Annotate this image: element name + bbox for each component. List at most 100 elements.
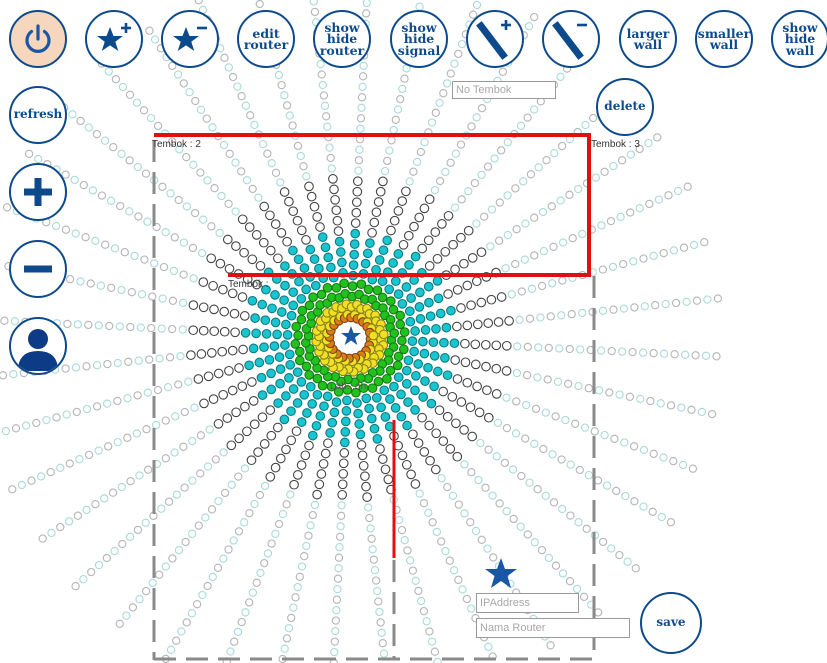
signal-dot [84, 320, 93, 330]
show-hide-wall-button[interactable]: show hide wall [771, 10, 827, 68]
wall-name-input[interactable] [452, 81, 556, 99]
signal-dot [240, 464, 250, 473]
signal-dot [358, 72, 368, 81]
delete-button[interactable]: delete [596, 78, 654, 136]
signal-dot [208, 123, 217, 132]
signal-dot [389, 125, 398, 135]
save-button[interactable]: save [640, 592, 702, 654]
signal-dot [350, 218, 361, 228]
larger-wall-button[interactable]: larger wall [619, 10, 677, 68]
signal-dot [418, 336, 428, 347]
signal-dot [615, 390, 624, 399]
signal-dot [419, 607, 429, 616]
signal-dot [190, 208, 200, 218]
signal-dot [210, 184, 219, 193]
signal-dot [130, 251, 139, 261]
signal-dot [360, 258, 371, 269]
signal-dot [239, 311, 250, 321]
signal-dot [237, 617, 246, 627]
signal-dot [266, 430, 277, 441]
power-button[interactable] [9, 10, 67, 68]
signal-dot [249, 419, 260, 430]
signal-dot [331, 205, 342, 216]
signal-dot [0, 316, 9, 325]
user-icon [18, 329, 58, 371]
signal-dot [190, 403, 199, 412]
user-button[interactable] [9, 317, 67, 375]
signal-dot [432, 527, 442, 537]
signal-dot [312, 212, 323, 222]
signal-dot [46, 467, 55, 477]
signal-dot [607, 544, 616, 553]
signal-dot [404, 306, 415, 317]
wall-red-top[interactable] [154, 133, 591, 277]
smaller-wall-button[interactable]: smaller wall [695, 10, 753, 68]
signal-dot [113, 358, 122, 368]
signal-dot [430, 647, 440, 656]
signal-dot [512, 225, 521, 234]
signal-dot [193, 374, 204, 384]
signal-dot [170, 233, 179, 242]
signal-dot [226, 440, 237, 451]
signal-dot [443, 210, 454, 221]
signal-dot [410, 479, 421, 489]
signal-dot [439, 337, 449, 348]
signal-dot [327, 417, 338, 428]
zoom-in-button[interactable] [9, 163, 67, 221]
signal-dot [109, 143, 118, 152]
signal-dot [333, 226, 344, 236]
signal-dot [606, 216, 616, 226]
signal-dot [388, 258, 398, 268]
signal-dot [620, 438, 629, 447]
signal-dot [135, 595, 144, 604]
signal-dot [502, 423, 512, 433]
signal-dot [168, 137, 177, 146]
signal-dot [556, 72, 565, 81]
signal-dot [133, 162, 142, 172]
signal-dot [259, 201, 270, 212]
ip-address-input[interactable] [476, 593, 579, 613]
signal-dot [270, 219, 281, 229]
router-name-input[interactable] [476, 618, 630, 638]
signal-dot [565, 344, 574, 354]
signal-dot [661, 299, 670, 309]
signal-dot [386, 225, 396, 236]
remove-wall-button[interactable] [542, 10, 600, 68]
signal-dot [353, 408, 363, 419]
signal-dot [286, 406, 296, 417]
signal-dot [174, 546, 184, 555]
refresh-button[interactable]: refresh [9, 86, 67, 144]
signal-dot [272, 422, 283, 433]
signal-dot [64, 517, 74, 526]
signal-dot [199, 398, 209, 409]
signal-dot [470, 359, 481, 370]
signal-dot [371, 264, 381, 275]
zoom-out-button[interactable] [9, 240, 67, 298]
signal-dot [179, 79, 188, 88]
signal-dot [302, 541, 311, 551]
signal-dot [472, 219, 481, 228]
signal-dot [301, 235, 311, 245]
signal-dot [424, 508, 433, 517]
signal-dot [279, 295, 289, 306]
signal-dot [361, 481, 371, 492]
signal-dot [36, 472, 46, 481]
remove-router-button[interactable] [161, 10, 219, 68]
signal-dot [229, 308, 240, 319]
signal-dot [61, 364, 70, 373]
edit-router-button[interactable]: edit router [237, 10, 295, 68]
signal-dot [267, 159, 276, 168]
signal-dot [135, 471, 144, 480]
router-marker[interactable] [340, 325, 362, 347]
signal-dot [383, 156, 392, 166]
show-hide-router-button[interactable]: show hide router [313, 10, 371, 68]
signal-dot [234, 433, 244, 444]
signal-dot [371, 392, 382, 403]
add-wall-button[interactable] [466, 10, 524, 68]
signal-dot [666, 518, 676, 527]
signal-dot [352, 186, 363, 197]
add-router-button[interactable] [85, 10, 143, 68]
show-hide-signal-button[interactable]: show hide signal [390, 10, 448, 68]
new-router-star[interactable] [484, 557, 518, 593]
